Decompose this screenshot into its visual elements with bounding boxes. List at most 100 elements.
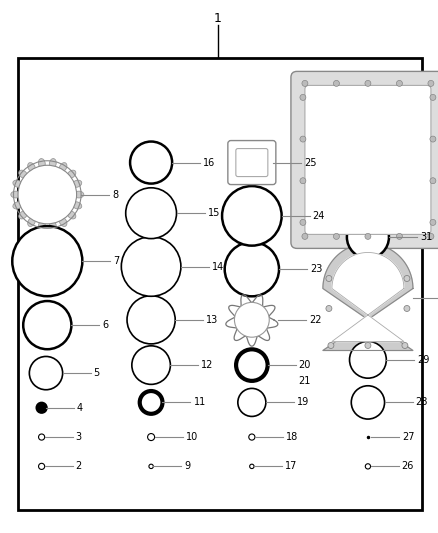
Text: 23: 23 bbox=[310, 264, 322, 274]
Circle shape bbox=[222, 186, 282, 246]
Circle shape bbox=[121, 237, 181, 296]
Ellipse shape bbox=[19, 211, 28, 219]
Circle shape bbox=[127, 296, 175, 344]
Text: 11: 11 bbox=[194, 398, 206, 407]
Circle shape bbox=[225, 242, 279, 296]
Ellipse shape bbox=[28, 217, 35, 227]
Ellipse shape bbox=[49, 159, 56, 168]
Circle shape bbox=[140, 391, 162, 414]
FancyBboxPatch shape bbox=[228, 141, 276, 184]
Ellipse shape bbox=[13, 201, 22, 209]
Text: 14: 14 bbox=[212, 262, 224, 271]
Circle shape bbox=[396, 233, 403, 239]
Circle shape bbox=[430, 177, 436, 184]
Ellipse shape bbox=[39, 159, 45, 168]
Text: 7: 7 bbox=[113, 256, 120, 266]
Circle shape bbox=[302, 233, 308, 239]
Circle shape bbox=[300, 220, 306, 225]
Circle shape bbox=[428, 233, 434, 239]
Circle shape bbox=[300, 177, 306, 184]
FancyBboxPatch shape bbox=[236, 149, 268, 176]
Text: 8: 8 bbox=[112, 190, 118, 199]
Text: 5: 5 bbox=[94, 368, 100, 378]
Text: 17: 17 bbox=[285, 462, 297, 471]
Circle shape bbox=[326, 305, 332, 311]
Ellipse shape bbox=[11, 191, 21, 198]
Circle shape bbox=[404, 276, 410, 281]
Circle shape bbox=[365, 233, 371, 239]
Circle shape bbox=[326, 276, 332, 281]
Polygon shape bbox=[323, 244, 413, 351]
Ellipse shape bbox=[19, 170, 28, 179]
Text: 28: 28 bbox=[416, 398, 428, 407]
Circle shape bbox=[39, 434, 45, 440]
Ellipse shape bbox=[49, 221, 56, 230]
Circle shape bbox=[347, 216, 389, 258]
Text: 24: 24 bbox=[313, 211, 325, 221]
Circle shape bbox=[12, 226, 82, 296]
Circle shape bbox=[37, 403, 46, 412]
Circle shape bbox=[333, 80, 339, 86]
Text: 15: 15 bbox=[208, 208, 220, 218]
Ellipse shape bbox=[59, 163, 67, 172]
Circle shape bbox=[333, 233, 339, 239]
Circle shape bbox=[238, 389, 266, 416]
Circle shape bbox=[300, 136, 306, 142]
Text: 27: 27 bbox=[402, 432, 414, 442]
Circle shape bbox=[29, 357, 63, 390]
Circle shape bbox=[149, 464, 153, 469]
Ellipse shape bbox=[72, 201, 82, 209]
FancyBboxPatch shape bbox=[291, 71, 438, 248]
Circle shape bbox=[302, 80, 308, 86]
Text: 20: 20 bbox=[299, 360, 311, 370]
Text: 25: 25 bbox=[304, 158, 316, 167]
Text: 26: 26 bbox=[402, 462, 414, 471]
Text: 18: 18 bbox=[286, 432, 298, 442]
Text: 22: 22 bbox=[309, 315, 322, 325]
Circle shape bbox=[430, 220, 436, 225]
Circle shape bbox=[365, 80, 371, 86]
Text: 12: 12 bbox=[201, 360, 214, 370]
Text: 16: 16 bbox=[203, 158, 215, 167]
Text: 10: 10 bbox=[186, 432, 198, 442]
Text: 9: 9 bbox=[184, 462, 191, 471]
Circle shape bbox=[428, 80, 434, 86]
Circle shape bbox=[351, 386, 385, 419]
Text: 31: 31 bbox=[420, 232, 432, 242]
Circle shape bbox=[234, 302, 269, 337]
Text: 4: 4 bbox=[77, 403, 83, 413]
Text: 21: 21 bbox=[299, 376, 311, 386]
Circle shape bbox=[130, 142, 172, 183]
Circle shape bbox=[39, 463, 45, 470]
Ellipse shape bbox=[59, 217, 67, 227]
Circle shape bbox=[430, 136, 436, 142]
Circle shape bbox=[430, 94, 436, 100]
Circle shape bbox=[236, 349, 268, 381]
Circle shape bbox=[402, 343, 408, 349]
Text: 3: 3 bbox=[76, 432, 82, 442]
Circle shape bbox=[365, 464, 371, 469]
Ellipse shape bbox=[74, 191, 84, 198]
Text: 1: 1 bbox=[214, 12, 222, 25]
Text: 2: 2 bbox=[76, 462, 82, 471]
Circle shape bbox=[365, 343, 371, 349]
FancyBboxPatch shape bbox=[305, 85, 431, 235]
Circle shape bbox=[18, 165, 77, 224]
Text: 6: 6 bbox=[102, 320, 109, 330]
Text: 29: 29 bbox=[417, 355, 430, 365]
Text: 13: 13 bbox=[206, 315, 219, 325]
Circle shape bbox=[350, 341, 386, 378]
Circle shape bbox=[300, 94, 306, 100]
Polygon shape bbox=[18, 58, 422, 510]
Circle shape bbox=[404, 305, 410, 311]
Ellipse shape bbox=[67, 211, 76, 219]
Polygon shape bbox=[332, 253, 404, 342]
Circle shape bbox=[250, 464, 254, 469]
Ellipse shape bbox=[39, 221, 45, 230]
Circle shape bbox=[396, 80, 403, 86]
Circle shape bbox=[249, 434, 255, 440]
Ellipse shape bbox=[13, 180, 22, 188]
Ellipse shape bbox=[28, 163, 35, 172]
Circle shape bbox=[148, 433, 155, 441]
Circle shape bbox=[126, 188, 177, 239]
